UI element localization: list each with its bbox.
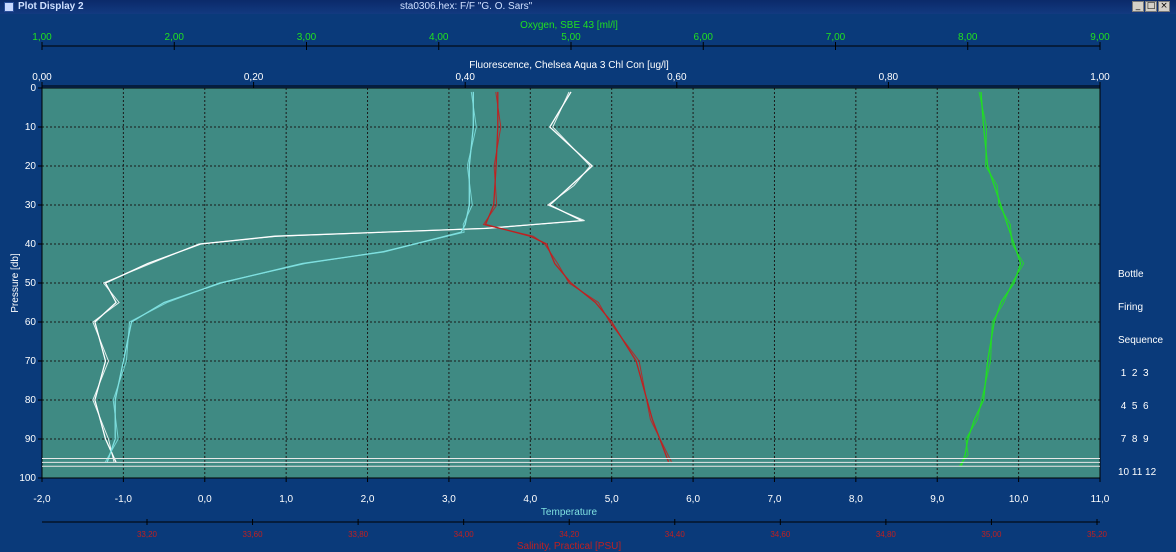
temperature-tick-label: 4,0 xyxy=(523,494,537,505)
fluorescence-axis-label: Fluorescence, Chelsea Aqua 3 Chl Con [ug… xyxy=(469,60,669,71)
legend-line: 7 8 9 xyxy=(1118,434,1149,445)
salinity-tick-label: 33,20 xyxy=(137,530,158,539)
fluorescence-tick-label: 0,00 xyxy=(32,72,52,83)
temperature-tick-label: 7,0 xyxy=(768,494,782,505)
oxygen-tick-label: 5,00 xyxy=(561,32,581,43)
fluorescence-tick-label: 0,80 xyxy=(879,72,899,83)
minimize-button[interactable]: _ xyxy=(1132,1,1144,12)
pressure-tick-label: 80 xyxy=(25,395,37,406)
salinity-tick-label: 34,40 xyxy=(665,530,686,539)
legend-line: 10 11 12 xyxy=(1118,467,1157,478)
title-bar: Plot Display 2 sta0306.hex: F/F "G. O. S… xyxy=(0,0,1176,14)
temperature-tick-label: 2,0 xyxy=(361,494,375,505)
window-title: Plot Display 2 xyxy=(18,1,84,12)
fluorescence-tick-label: 0,60 xyxy=(667,72,687,83)
salinity-tick-label: 34,20 xyxy=(559,530,580,539)
salinity-tick-label: 34,60 xyxy=(770,530,791,539)
temperature-tick-label: 10,0 xyxy=(1009,494,1029,505)
pressure-axis-label: Pressure [db] xyxy=(10,253,21,313)
salinity-tick-label: 33,80 xyxy=(348,530,369,539)
fluorescence-tick-label: 0,40 xyxy=(455,72,475,83)
oxygen-axis-label: Oxygen, SBE 43 [ml/l] xyxy=(520,20,618,31)
fluorescence-tick-label: 1,00 xyxy=(1090,72,1110,83)
temperature-tick-label: 1,0 xyxy=(279,494,293,505)
salinity-tick-label: 35,00 xyxy=(981,530,1002,539)
pressure-tick-label: 70 xyxy=(25,356,37,367)
maximize-button[interactable]: □ xyxy=(1145,1,1157,12)
salinity-tick-label: 34,00 xyxy=(454,530,475,539)
app-icon xyxy=(4,2,14,12)
temperature-axis-label: Temperature xyxy=(541,507,598,518)
oxygen-series-line xyxy=(960,91,1022,467)
pressure-tick-label: 100 xyxy=(19,473,36,484)
close-button[interactable]: × xyxy=(1158,1,1170,12)
fluorescence-tick-label: 0,20 xyxy=(244,72,264,83)
legend-line: Bottle xyxy=(1118,269,1144,280)
fluorescence-series-line-cast xyxy=(92,91,591,463)
pressure-tick-label: 60 xyxy=(25,317,37,328)
oxygen-tick-label: 1,00 xyxy=(32,32,52,43)
salinity-tick-label: 34,80 xyxy=(876,530,897,539)
temperature-tick-label: 0,0 xyxy=(198,494,212,505)
oxygen-tick-label: 3,00 xyxy=(297,32,317,43)
oxygen-tick-label: 8,00 xyxy=(958,32,978,43)
legend-line: Sequence xyxy=(1118,335,1164,346)
temperature-tick-label: 3,0 xyxy=(442,494,456,505)
legend-line: Firing xyxy=(1118,302,1144,313)
temperature-tick-label: 9,0 xyxy=(930,494,944,505)
oxygen-tick-label: 7,00 xyxy=(826,32,846,43)
oxygen-tick-label: 9,00 xyxy=(1090,32,1110,43)
temperature-tick-label: 5,0 xyxy=(605,494,619,505)
temperature-tick-label: -2,0 xyxy=(33,494,51,505)
pressure-tick-label: 30 xyxy=(25,200,37,211)
file-title: sta0306.hex: F/F "G. O. Sars" xyxy=(400,1,533,12)
oxygen-tick-label: 6,00 xyxy=(694,32,714,43)
pressure-tick-label: 90 xyxy=(25,434,37,445)
salinity-tick-label: 35,20 xyxy=(1087,530,1108,539)
oxygen-tick-label: 4,00 xyxy=(429,32,449,43)
salinity-tick-label: 33,60 xyxy=(243,530,264,539)
salinity-axis-label: Salinity, Practical [PSU] xyxy=(517,541,622,552)
temperature-tick-label: 11,0 xyxy=(1091,494,1110,505)
temperature-tick-label: 8,0 xyxy=(849,494,863,505)
oxygen-series-line-cast xyxy=(958,91,1025,467)
temperature-series-line-cast xyxy=(104,91,477,463)
temperature-tick-label: -1,0 xyxy=(115,494,133,505)
bottle-firing-legend: Bottle Firing Sequence 1 2 3 4 5 6 7 8 9… xyxy=(1118,247,1163,489)
window-controls: _ □ × xyxy=(1132,1,1170,12)
temperature-tick-label: 6,0 xyxy=(686,494,700,505)
pressure-tick-label: 20 xyxy=(25,161,37,172)
legend-line: 1 2 3 xyxy=(1118,368,1149,379)
salinity-series-line-cast xyxy=(482,91,673,463)
pressure-tick-label: 50 xyxy=(25,278,37,289)
legend-line: 4 5 6 xyxy=(1118,401,1149,412)
pressure-tick-label: 40 xyxy=(25,239,37,250)
pressure-tick-label: 0 xyxy=(30,83,36,94)
oxygen-tick-label: 2,00 xyxy=(165,32,185,43)
pressure-tick-label: 10 xyxy=(25,122,37,133)
